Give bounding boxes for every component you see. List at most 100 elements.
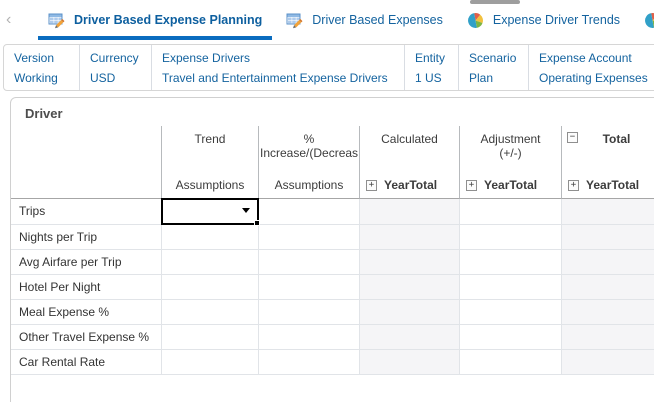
grid-cell[interactable]: [458, 299, 561, 325]
column-top-label: Trend: [194, 132, 226, 146]
table-row: Trips: [11, 198, 654, 226]
grid-cell[interactable]: [458, 224, 561, 250]
row-header-other-travel-expense-pct[interactable]: Other Travel Expense %: [11, 324, 161, 350]
column-top-label: (+/-): [499, 146, 522, 160]
grid-cell[interactable]: [257, 249, 359, 275]
tab-label: Driver Based Expense Planning: [74, 13, 263, 27]
column-header-adjustment-yeartotal[interactable]: Adjustment (+/-) + YearTotal: [459, 126, 561, 199]
pov-member-value[interactable]: Operating Expenses: [539, 71, 648, 85]
grid-cell[interactable]: [160, 324, 258, 350]
data-grid: Trend Assumptions % Increase/(Decrease) …: [11, 126, 654, 375]
grid-cell[interactable]: [160, 274, 258, 300]
collapse-icon[interactable]: −: [567, 132, 578, 143]
tab-label: Driver Based Expenses: [312, 13, 443, 27]
pov-dimension-label: Version: [14, 51, 55, 65]
form-grid-pencil-icon: [48, 12, 65, 29]
grid-cell[interactable]: [160, 349, 258, 375]
grid-cell-selected[interactable]: [160, 198, 260, 226]
grid-cell-readonly[interactable]: [358, 224, 459, 250]
tabs-back-chevron-icon[interactable]: ‹: [6, 11, 12, 28]
grid-cell-readonly[interactable]: [358, 349, 459, 375]
tab-expense-driver-trends[interactable]: Expense Driver Trends: [457, 0, 630, 40]
grid-cell-readonly[interactable]: [560, 299, 654, 325]
fill-handle[interactable]: [253, 219, 260, 226]
table-row: Hotel Per Night: [11, 274, 654, 300]
expand-icon[interactable]: +: [466, 180, 477, 191]
grid-cell[interactable]: [257, 199, 359, 225]
grid-cell-readonly[interactable]: [358, 199, 459, 225]
pie-chart-icon: [644, 12, 654, 29]
grid-cell-readonly[interactable]: [560, 224, 654, 250]
row-header-corner: [11, 126, 161, 199]
column-bottom-label: Assumptions: [175, 178, 245, 192]
grid-cell-readonly[interactable]: [560, 249, 654, 275]
grid-cell[interactable]: [257, 274, 359, 300]
pov-member-value[interactable]: Travel and Entertainment Expense Drivers: [162, 71, 388, 85]
column-bottom-label: YearTotal: [586, 178, 640, 192]
grid-cell[interactable]: [160, 224, 258, 250]
column-header-trend-assumptions[interactable]: Trend Assumptions: [161, 126, 258, 199]
expand-icon[interactable]: +: [366, 180, 377, 191]
pov-member-value[interactable]: USD: [90, 71, 116, 85]
pov-dimension-label: Scenario: [469, 51, 517, 65]
row-header-hotel-per-night[interactable]: Hotel Per Night: [11, 274, 161, 300]
pov-scenario[interactable]: Scenario Plan: [458, 45, 528, 90]
grid-cell-readonly[interactable]: [560, 349, 654, 375]
column-top-label: Total: [602, 132, 631, 146]
column-bottom-label: YearTotal: [384, 178, 438, 192]
grid-cell[interactable]: [257, 224, 359, 250]
grid-cell-readonly[interactable]: [560, 324, 654, 350]
pov-dimension-label: Currency: [90, 51, 139, 65]
grid-cell-readonly[interactable]: [560, 274, 654, 300]
column-header-calculated-yeartotal[interactable]: Calculated + YearTotal: [359, 126, 459, 199]
grid-cell-readonly[interactable]: [358, 299, 459, 325]
grid-cell[interactable]: [160, 249, 258, 275]
dropdown-caret-icon[interactable]: [241, 208, 250, 213]
grid-cell[interactable]: [458, 249, 561, 275]
table-row: Avg Airfare per Trip: [11, 249, 654, 275]
row-header-trips[interactable]: Trips: [11, 199, 161, 225]
pov-member-value[interactable]: Working: [14, 71, 58, 85]
expand-icon[interactable]: +: [568, 180, 579, 191]
grid-cell[interactable]: [257, 324, 359, 350]
grid-cell[interactable]: [257, 299, 359, 325]
grid-cell-readonly[interactable]: [358, 249, 459, 275]
grid-cell-readonly[interactable]: [358, 324, 459, 350]
row-header-car-rental-rate[interactable]: Car Rental Rate: [11, 349, 161, 375]
grid-cell[interactable]: [458, 349, 561, 375]
grid-cell[interactable]: [458, 324, 561, 350]
pov-version[interactable]: Version Working: [4, 45, 79, 90]
column-top-label: Calculated: [381, 132, 438, 146]
tab-driver-based-expenses[interactable]: Driver Based Expenses: [276, 0, 453, 40]
row-header-nights-per-trip[interactable]: Nights per Trip: [11, 224, 161, 250]
pov-dimension-label: Entity: [415, 51, 446, 65]
table-row: Other Travel Expense %: [11, 324, 654, 350]
tab-driver-based-expense-planning[interactable]: Driver Based Expense Planning: [38, 0, 273, 40]
grid-cell[interactable]: [458, 199, 561, 225]
pov-expense-account[interactable]: Expense Account Operating Expenses: [528, 45, 654, 90]
pov-entity[interactable]: Entity 1 US: [404, 45, 458, 90]
tabs-scrollbar-thumb[interactable]: [470, 0, 520, 4]
pov-member-value[interactable]: Plan: [469, 71, 494, 85]
grid-cell[interactable]: [257, 349, 359, 375]
pov-currency[interactable]: Currency USD: [79, 45, 151, 90]
pie-chart-icon: [467, 12, 484, 29]
selected-cell-outline: [160, 198, 260, 226]
grid-cell[interactable]: [160, 299, 258, 325]
column-header-total-yeartotal[interactable]: − Total + YearTotal: [561, 126, 654, 199]
row-header-meal-expense-pct[interactable]: Meal Expense %: [11, 299, 161, 325]
column-top-label: %: [303, 132, 315, 146]
pov-member-value[interactable]: 1 US: [415, 71, 442, 85]
column-header-pct-increase-assumptions[interactable]: % Increase/(Decrease) Assumptions: [258, 126, 359, 199]
form-grid-pencil-icon: [286, 12, 303, 29]
grid-cell-readonly[interactable]: [358, 274, 459, 300]
grid-cell[interactable]: [458, 274, 561, 300]
column-top-label: Adjustment: [480, 132, 541, 146]
column-bottom-label: Assumptions: [274, 178, 344, 192]
row-header-avg-airfare-per-trip[interactable]: Avg Airfare per Trip: [11, 249, 161, 275]
pov-expense-drivers[interactable]: Expense Drivers Travel and Entertainment…: [151, 45, 404, 90]
tab-bar: ‹ Driver Based Expense Planning: [0, 0, 654, 40]
grid-cell-readonly[interactable]: [560, 199, 654, 225]
tab-next-partial[interactable]: [634, 0, 654, 40]
